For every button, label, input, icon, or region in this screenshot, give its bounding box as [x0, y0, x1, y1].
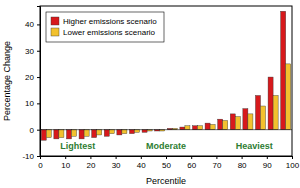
tick-label: 50	[162, 161, 171, 170]
bar	[129, 130, 134, 134]
bar	[66, 130, 71, 139]
bar	[135, 130, 140, 133]
tick-label: 90	[263, 161, 272, 170]
bar	[230, 114, 235, 130]
zero-line	[40, 129, 292, 130]
tick-label: 10	[25, 99, 34, 108]
legend: Higher emissions scenario Lower emissions…	[46, 12, 164, 42]
bar	[218, 119, 223, 130]
tick-label: 0	[30, 126, 35, 135]
bar	[205, 123, 210, 130]
tick-label: 30	[25, 47, 34, 56]
tick: 30	[25, 47, 40, 56]
bar	[92, 130, 97, 138]
bar	[286, 64, 291, 130]
tick: 0	[30, 126, 40, 135]
tick-label: 70	[212, 161, 221, 170]
tick: 90	[263, 156, 272, 170]
tick: -10	[22, 152, 40, 161]
tick: 30	[112, 156, 121, 170]
tick-label: 40	[137, 161, 146, 170]
tick-label: 20	[25, 73, 34, 82]
axis-line	[41, 157, 293, 160]
legend-item: Higher emissions scenario	[51, 17, 157, 26]
bar	[261, 106, 266, 130]
bar	[192, 126, 197, 130]
tick: 40	[137, 156, 146, 170]
y-title: Percentage Change	[2, 41, 12, 121]
bar	[97, 130, 102, 135]
bar	[248, 114, 253, 130]
legend-swatch	[51, 28, 59, 36]
tick: 70	[212, 156, 221, 170]
tick: 60	[187, 156, 196, 170]
bar	[79, 130, 84, 139]
bar	[84, 130, 89, 137]
bar	[210, 124, 215, 129]
plot: 0 10 20 30 40 50 60 70 80 90 100 -10 0 10 20 30 40 Lighte…	[22, 6, 299, 170]
bar	[122, 130, 127, 134]
tick: 20	[25, 73, 40, 82]
tick: 80	[238, 156, 247, 170]
tick-label: 0	[38, 161, 43, 170]
legend-label: Higher emissions scenario	[63, 17, 157, 26]
chart: 0 10 20 30 40 50 60 70 80 90 100 -10 0 10 20 30 40 Lighte…	[0, 0, 300, 188]
bar	[243, 109, 248, 130]
tick-label: 30	[112, 161, 121, 170]
bar	[46, 130, 51, 138]
annotation: Moderate	[146, 141, 186, 151]
bar	[255, 95, 260, 129]
frame	[40, 6, 292, 156]
annotation: Heaviest	[236, 141, 273, 151]
legend-item: Lower emissions scenario	[51, 28, 156, 37]
bar	[281, 11, 286, 129]
tick-label: 60	[187, 161, 196, 170]
bars	[41, 11, 290, 140]
bar	[223, 120, 228, 129]
tick-label: 40	[25, 20, 34, 29]
tick: 20	[86, 156, 95, 170]
y-axis: -10 0 10 20 30 40	[22, 7, 40, 162]
tick-label: 80	[238, 161, 247, 170]
legend-box	[46, 12, 164, 42]
bar	[117, 130, 122, 135]
tick-label: 10	[61, 161, 70, 170]
bar	[185, 126, 190, 130]
bar	[273, 95, 278, 129]
tick: 10	[25, 99, 40, 108]
bar	[142, 130, 147, 133]
tick-label: 20	[86, 161, 95, 170]
tick: 100	[286, 156, 300, 170]
x-axis: 0 10 20 30 40 50 60 70 80 90 100	[38, 156, 299, 170]
bar	[72, 130, 77, 137]
bar	[59, 130, 64, 138]
bar	[235, 117, 240, 130]
x-title: Percentile	[146, 176, 186, 186]
bar	[198, 126, 203, 130]
tick-label: -10	[22, 152, 34, 161]
bar	[180, 127, 185, 130]
bar	[54, 130, 59, 139]
legend-label: Lower emissions scenario	[63, 28, 156, 37]
bar	[104, 130, 109, 137]
tick: 10	[61, 156, 70, 170]
legend-swatch	[51, 17, 59, 25]
tick: 50	[162, 156, 171, 170]
bar	[109, 130, 114, 134]
bar	[268, 77, 273, 130]
tick: 0	[38, 156, 43, 170]
tick-label: 100	[286, 161, 300, 170]
tick: 40	[25, 20, 40, 29]
bar	[41, 130, 46, 141]
annotation: Lightest	[60, 141, 95, 151]
